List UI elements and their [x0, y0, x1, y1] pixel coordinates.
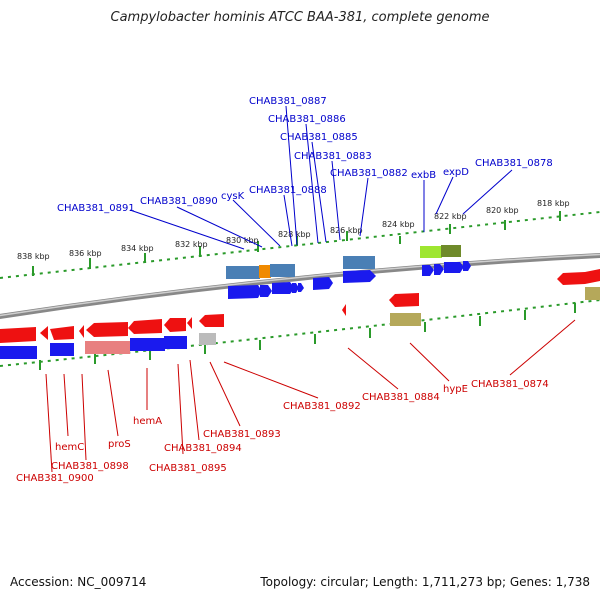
gene-label: cysK — [221, 191, 245, 202]
gene-label: CHAB381_0890 — [140, 196, 218, 207]
gene-label: exbB — [411, 170, 436, 181]
gene-arrow — [164, 318, 186, 332]
cog-blocks-upper — [226, 245, 461, 279]
gene-label: CHAB381_0882 — [330, 168, 408, 179]
scale-label: 828 kbp — [278, 230, 311, 239]
scale-label: 818 kbp — [537, 199, 570, 208]
gene-arrow — [40, 326, 48, 340]
reverse-genes — [0, 269, 600, 343]
gene-arrow — [292, 283, 299, 293]
gene-arrow — [228, 285, 262, 299]
gene-label: expD — [443, 167, 469, 178]
upper-scale-ticks — [32, 211, 561, 276]
cog-block — [226, 266, 260, 279]
gene-label: proS — [108, 439, 131, 450]
gene-label: CHAB381_0886 — [268, 114, 346, 125]
gene-arrow — [342, 304, 346, 316]
scale-label: 838 kbp — [17, 252, 50, 261]
lower-scale-ticks — [39, 303, 576, 370]
gene-label: CHAB381_0883 — [294, 151, 372, 162]
gene-arrow — [272, 282, 295, 294]
page-title: Campylobacter hominis ATCC BAA-381, comp… — [110, 10, 490, 25]
scale-label: 834 kbp — [121, 244, 154, 253]
gene-arrow — [434, 264, 444, 275]
gene-arrow — [187, 317, 192, 329]
gene-arrow — [313, 277, 333, 290]
top-gene-labels: CHAB381_0887 CHAB381_0886 CHAB381_0885 C… — [57, 96, 553, 214]
gene-arrow — [298, 283, 304, 292]
scale-label: 822 kbp — [434, 212, 467, 221]
cog-block — [585, 287, 600, 300]
gene-label: CHAB381_0895 — [149, 463, 227, 474]
gene-label: CHAB381_0898 — [51, 461, 129, 472]
gene-label: CHAB381_0893 — [203, 429, 281, 440]
gene-arrow — [557, 272, 585, 285]
scale-label: 830 kbp — [226, 236, 259, 245]
cog-block — [420, 246, 442, 258]
gene-label: CHAB381_0878 — [475, 158, 553, 169]
gene-arrow — [50, 326, 74, 340]
gene-arrow — [260, 285, 272, 297]
gene-label: hemC — [55, 442, 84, 453]
gene-label: CHAB381_0885 — [280, 132, 358, 143]
scale-label: 826 kbp — [330, 226, 363, 235]
scale-label: 836 kbp — [69, 249, 102, 258]
gene-label: CHAB381_0884 — [362, 392, 440, 403]
gene-label: CHAB381_0888 — [249, 185, 327, 196]
bottom-leader-lines — [45, 319, 576, 473]
forward-genes — [228, 261, 471, 299]
cog-block — [130, 338, 165, 351]
gene-label: CHAB381_0874 — [471, 379, 549, 390]
gene-arrow — [86, 322, 128, 337]
cog-block — [199, 333, 216, 345]
gene-arrow — [79, 325, 84, 338]
gene-arrow — [0, 327, 36, 343]
gene-arrow — [343, 270, 376, 283]
gene-label: CHAB381_0887 — [249, 96, 327, 107]
gene-arrow — [422, 265, 434, 276]
cog-block — [85, 341, 130, 354]
accession-text: Accession: NC_009714 — [10, 575, 147, 589]
gene-label: hemA — [133, 416, 162, 427]
cog-blocks-lower — [0, 287, 600, 359]
genome-backbone-highlight — [0, 253, 600, 317]
gene-label: hypE — [443, 384, 468, 395]
cog-block — [259, 265, 271, 278]
cog-block — [343, 256, 375, 269]
cog-block — [50, 343, 74, 356]
gene-arrow — [463, 261, 471, 271]
gene-arrow — [199, 314, 224, 327]
gene-arrow — [128, 319, 162, 334]
cog-block — [0, 346, 37, 359]
gene-arrow — [585, 269, 600, 284]
cog-block — [164, 336, 187, 349]
scale-label: 820 kbp — [486, 206, 519, 215]
gene-arrow — [444, 262, 464, 273]
cog-block — [441, 245, 461, 257]
gene-label: CHAB381_0900 — [16, 473, 94, 484]
scale-label: 824 kbp — [382, 220, 415, 229]
upper-leader-lines — [129, 105, 513, 250]
cog-block — [390, 313, 421, 326]
genome-stats-text: Topology: circular; Length: 1,711,273 bp… — [260, 575, 590, 589]
gene-arrow — [389, 293, 419, 307]
gene-label: CHAB381_0894 — [164, 443, 242, 454]
scale-label: 832 kbp — [175, 240, 208, 249]
gene-label: CHAB381_0891 — [57, 203, 135, 214]
genome-backbone — [0, 253, 600, 320]
scale-labels: 838 kbp 836 kbp 834 kbp 832 kbp 830 kbp … — [17, 199, 570, 261]
bottom-gene-labels: CHAB381_0874 CHAB381_0884 hypE CHAB381_0… — [16, 379, 549, 484]
gene-label: CHAB381_0892 — [283, 401, 361, 412]
cog-block — [270, 264, 295, 277]
